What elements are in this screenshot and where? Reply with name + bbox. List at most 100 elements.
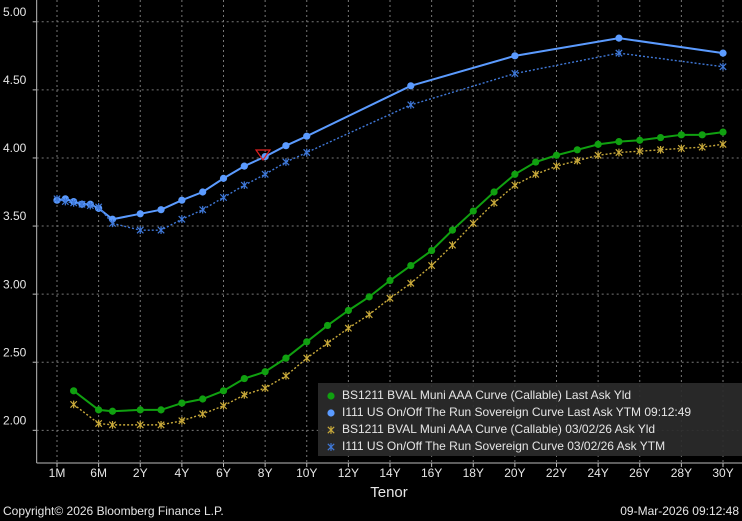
alert-marker — [254, 149, 272, 162]
y-tick-label: 4.00 — [3, 141, 27, 155]
data-point — [136, 226, 144, 234]
data-point — [594, 151, 602, 160]
x-tick-label: 28Y — [671, 466, 692, 480]
data-point — [323, 339, 332, 348]
legend-label: I111 US On/Off The Run Sovereign Curve L… — [342, 405, 691, 419]
x-tick-label: 8Y — [258, 466, 273, 480]
data-point — [719, 49, 727, 57]
data-point — [615, 148, 623, 157]
data-point — [573, 156, 581, 165]
data-point — [240, 181, 248, 190]
data-point — [677, 144, 685, 153]
data-point — [95, 419, 103, 428]
data-point — [511, 181, 519, 190]
legend-marker — [327, 392, 335, 400]
data-point — [70, 400, 78, 409]
data-point — [698, 131, 706, 139]
data-point — [344, 306, 352, 315]
x-tick-label: 30Y — [712, 466, 733, 480]
data-point — [552, 162, 561, 170]
data-point — [677, 131, 685, 139]
copyright: Copyright© 2026 Bloomberg Finance L.P. — [3, 504, 224, 518]
x-tick-label: 24Y — [587, 466, 608, 480]
data-point — [615, 34, 623, 42]
data-point — [219, 174, 228, 182]
data-point — [157, 206, 165, 214]
data-point — [719, 140, 727, 149]
data-point — [219, 401, 228, 410]
data-point — [157, 226, 165, 234]
data-point — [469, 207, 477, 215]
x-tick-label: 14Y — [379, 466, 400, 480]
data-point — [386, 276, 394, 285]
data-point — [386, 294, 394, 303]
data-point — [490, 199, 498, 207]
x-tick-label: 4Y — [175, 466, 190, 480]
data-point — [656, 145, 665, 154]
data-point — [261, 368, 269, 376]
x-tick-label: 20Y — [504, 466, 525, 480]
x-tick-label: 16Y — [421, 466, 442, 480]
data-point — [615, 138, 623, 146]
legend-entries: BS1211 BVAL Muni AAA Curve (Callable) La… — [327, 388, 691, 453]
data-point — [199, 395, 207, 403]
x-tick-label: 1M — [49, 466, 66, 480]
series-line — [56, 52, 724, 231]
data-point — [365, 293, 373, 301]
data-point — [719, 62, 727, 71]
y-tick-label: 2.00 — [3, 413, 27, 427]
data-point — [407, 101, 415, 109]
data-point — [365, 310, 373, 319]
data-point — [178, 399, 186, 407]
data-point — [199, 188, 207, 196]
legend-marker — [327, 443, 335, 451]
data-point — [303, 132, 311, 140]
y-tick-label: 5.00 — [3, 5, 27, 19]
data-point — [636, 147, 644, 155]
data-point — [407, 279, 415, 288]
y-tick-label: 4.50 — [3, 73, 27, 87]
data-point — [70, 199, 78, 207]
data-point — [448, 241, 457, 249]
data-point — [636, 136, 644, 144]
data-point — [178, 196, 186, 204]
x-tick-label: 22Y — [546, 466, 567, 480]
data-point — [95, 203, 103, 211]
data-point — [95, 406, 103, 414]
data-point — [108, 407, 117, 415]
data-point — [86, 201, 94, 210]
data-point — [53, 194, 61, 203]
data-point — [70, 387, 78, 395]
data-point — [136, 406, 144, 414]
data-point — [511, 52, 519, 60]
data-point — [448, 226, 457, 234]
x-tick-label: 10Y — [296, 466, 317, 480]
data-point — [532, 170, 540, 179]
data-point — [344, 324, 352, 333]
timestamp: 09-Mar-2026 09:12:48 — [620, 504, 739, 518]
x-tick-label: 18Y — [463, 466, 484, 480]
data-point — [261, 170, 269, 179]
data-point — [594, 140, 602, 148]
legend-label: BS1211 BVAL Muni AAA Curve (Callable) 03… — [342, 422, 655, 436]
x-tick-label: 6M — [90, 466, 107, 480]
data-point — [552, 151, 561, 159]
data-point — [219, 387, 228, 395]
data-point — [511, 69, 519, 78]
data-point — [407, 82, 415, 90]
data-point — [261, 384, 269, 392]
data-point — [61, 197, 69, 206]
data-point — [428, 261, 436, 270]
data-point — [407, 261, 415, 270]
x-tick-label: 2Y — [133, 466, 148, 480]
data-point — [490, 188, 498, 196]
legend-marker — [327, 426, 335, 434]
data-point — [108, 421, 117, 429]
x-tick-label: 26Y — [629, 466, 650, 480]
data-point — [199, 410, 207, 418]
data-point — [282, 354, 290, 362]
data-point — [323, 321, 332, 330]
legend-label: BS1211 BVAL Muni AAA Curve (Callable) La… — [342, 388, 631, 402]
data-point — [511, 170, 519, 178]
